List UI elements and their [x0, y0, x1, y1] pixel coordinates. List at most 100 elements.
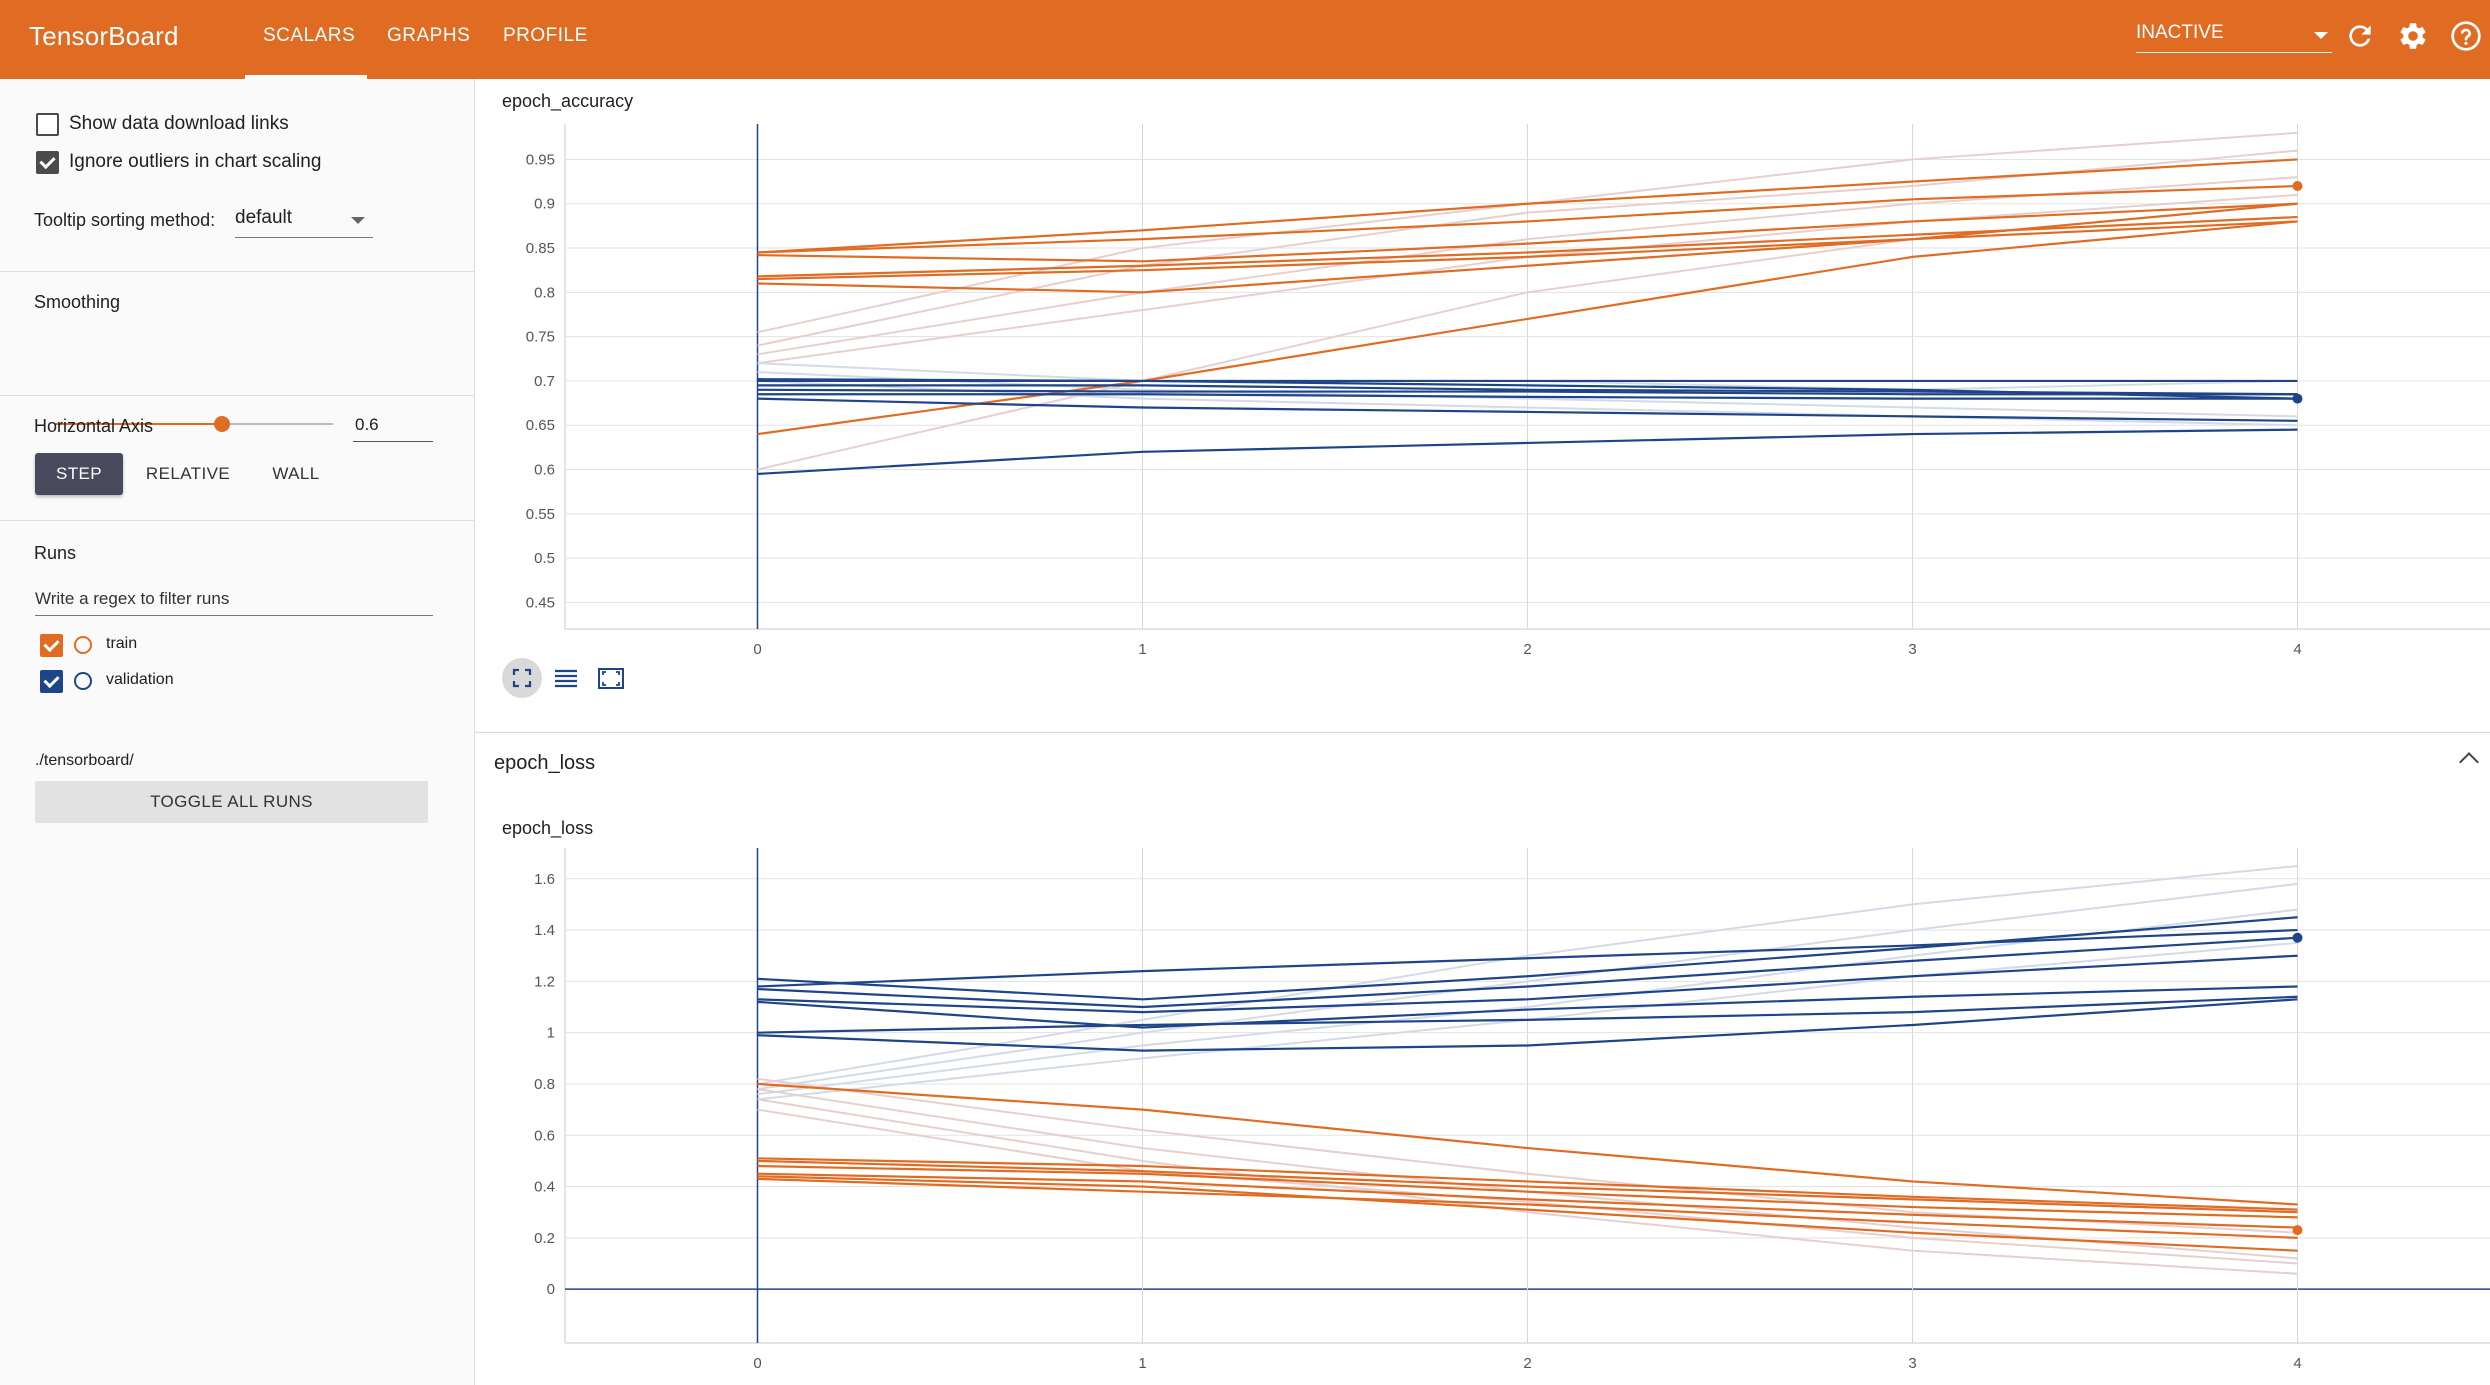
x-tick-label: 4 [2293, 641, 2301, 658]
smoothing-input[interactable]: 0.6 [353, 409, 433, 442]
run-filter-input[interactable]: Write a regex to filter runs [35, 583, 433, 616]
accuracy-chart[interactable]: 0.45 0.5 0.55 0.6 0.65 0.7 0.75 0.8 0.85 0.9 0.95 0… [475, 109, 2490, 669]
raw-series-line [757, 1098, 2298, 1275]
x-tick-label: 1 [1138, 641, 1146, 658]
divider [0, 271, 474, 272]
show-download-links-label: Show data download links [69, 113, 289, 134]
x-tick-label: 2 [1523, 641, 1531, 658]
run-train-checkbox[interactable] [40, 634, 63, 657]
raw-series-line [757, 1108, 2298, 1265]
run-filter-placeholder: Write a regex to filter runs [35, 589, 230, 608]
smoothing-input-value: 0.6 [355, 415, 379, 434]
raw-series-line [757, 864, 2298, 1085]
y-tick-label: 0.45 [526, 594, 555, 611]
chevron-down-icon [2314, 32, 2328, 39]
tab-profile[interactable]: PROFILE [503, 25, 588, 46]
tab-scalars[interactable]: SCALARS [263, 25, 356, 46]
y-tick-label: 1.6 [534, 871, 555, 888]
tooltip-sorting-select[interactable]: default [235, 203, 373, 238]
list-icon [555, 669, 577, 688]
fullscreen-icon [512, 668, 532, 688]
raw-series-line [757, 882, 2298, 1091]
refresh-icon[interactable] [2344, 20, 2376, 52]
y-tick-label: 0.55 [526, 506, 555, 523]
toggle-all-runs-button[interactable]: TOGGLE ALL RUNS [35, 781, 428, 823]
x-tick-label: 0 [753, 1355, 761, 1372]
axis-step-button[interactable]: STEP [35, 453, 123, 495]
chevron-down-icon [351, 217, 365, 224]
y-tick-label: 0.6 [534, 462, 555, 479]
series-line [757, 384, 2298, 396]
ignore-outliers-label: Ignore outliers in chart scaling [69, 151, 322, 172]
y-tick-label: 0.7 [534, 373, 555, 390]
x-tick-label: 1 [1138, 1355, 1146, 1372]
run-validation-checkbox[interactable] [40, 670, 63, 693]
toggle-log-scale-button[interactable] [546, 658, 586, 698]
expand-chart-button[interactable] [502, 658, 542, 698]
fit-to-data-icon [598, 668, 624, 689]
series-line [757, 220, 2298, 281]
y-tick-label: 0.85 [526, 240, 555, 257]
y-tick-label: 0.95 [526, 151, 555, 168]
app-brand: TensorBoard [29, 21, 179, 51]
tooltip-sorting-value: default [235, 207, 293, 228]
show-download-links-checkbox[interactable] [36, 113, 59, 136]
inactive-select-value: INACTIVE [2136, 22, 2224, 43]
series-line [757, 393, 2298, 400]
x-tick-label: 3 [1908, 641, 1916, 658]
divider [0, 395, 474, 396]
x-tick-label: 2 [1523, 1355, 1531, 1372]
chart-title: epoch_loss [502, 818, 594, 838]
series-line [757, 428, 2298, 476]
y-tick-label: 1.4 [534, 922, 555, 939]
y-tick-label: 0.8 [534, 1076, 555, 1093]
series-line [757, 936, 2298, 1009]
y-tick-label: 0.5 [534, 550, 555, 567]
raw-series-line [757, 379, 2298, 427]
fit-domain-button[interactable] [590, 658, 630, 698]
run-color-swatch-icon[interactable] [74, 636, 92, 654]
y-tick-label: 0 [547, 1281, 555, 1298]
ignore-outliers-checkbox[interactable] [36, 151, 59, 174]
x-tick-label: 3 [1908, 1355, 1916, 1372]
axis-relative-button[interactable]: RELATIVE [145, 464, 231, 483]
scalars-main-panel: epoch_accuracy 0.45 0.5 0.55 0.6 0.65 0.7 0.75… [475, 79, 2490, 1385]
y-tick-label: 1 [547, 1025, 555, 1042]
run-color-swatch-icon[interactable] [74, 672, 92, 690]
series-line [757, 388, 2298, 396]
series-line [757, 215, 2298, 278]
series-line [757, 985, 2298, 1029]
loss-chart[interactable]: 0 0.2 0.4 0.6 0.8 1 1.2 1.4 1.6 0 1 2 3 4 [475, 838, 2490, 1385]
series-line [757, 1159, 2298, 1214]
chart-title: epoch_accuracy [502, 91, 634, 111]
horizontal-axis-label: Horizontal Axis [34, 416, 154, 436]
help-icon[interactable] [2450, 20, 2482, 52]
group-header-epoch-loss[interactable]: epoch_loss [475, 732, 2490, 794]
y-tick-label: 0.4 [534, 1179, 555, 1196]
chart-card-accuracy: epoch_accuracy 0.45 0.5 0.55 0.6 0.65 0.7 0.75… [475, 79, 2490, 731]
top-app-bar: TensorBoard SCALARS GRAPHS PROFILE INACT… [0, 0, 2490, 79]
run-train-label: train [106, 635, 138, 652]
y-tick-label: 0.75 [526, 329, 555, 346]
chevron-up-icon[interactable] [2459, 752, 2479, 772]
settings-gear-icon[interactable] [2397, 20, 2429, 52]
inactive-plugins-select[interactable]: INACTIVE [2136, 22, 2332, 53]
smoothing-slider-thumb[interactable] [213, 416, 230, 432]
series-end-marker [2292, 181, 2303, 192]
tab-graphs[interactable]: GRAPHS [387, 25, 471, 46]
series-line [757, 202, 2298, 263]
series-line [757, 1082, 2298, 1206]
y-tick-label: 0.6 [534, 1127, 555, 1144]
series-line [757, 220, 2298, 436]
smoothing-label: Smoothing [34, 292, 121, 312]
x-tick-label: 0 [753, 641, 761, 658]
series-line [757, 397, 2298, 422]
chart-card-loss: epoch_loss 0 0.2 0.4 0.6 0.8 1 1.2 1.4 1.6 0 1 2 3 4 [475, 793, 2490, 1385]
axis-wall-button[interactable]: WALL [272, 464, 320, 483]
y-tick-label: 0.65 [526, 417, 555, 434]
series-line [757, 158, 2298, 254]
smoothing-slider-fill [55, 423, 222, 425]
series-end-marker [2292, 393, 2303, 404]
y-tick-label: 0.2 [534, 1230, 555, 1247]
series-end-marker [2292, 1225, 2303, 1236]
